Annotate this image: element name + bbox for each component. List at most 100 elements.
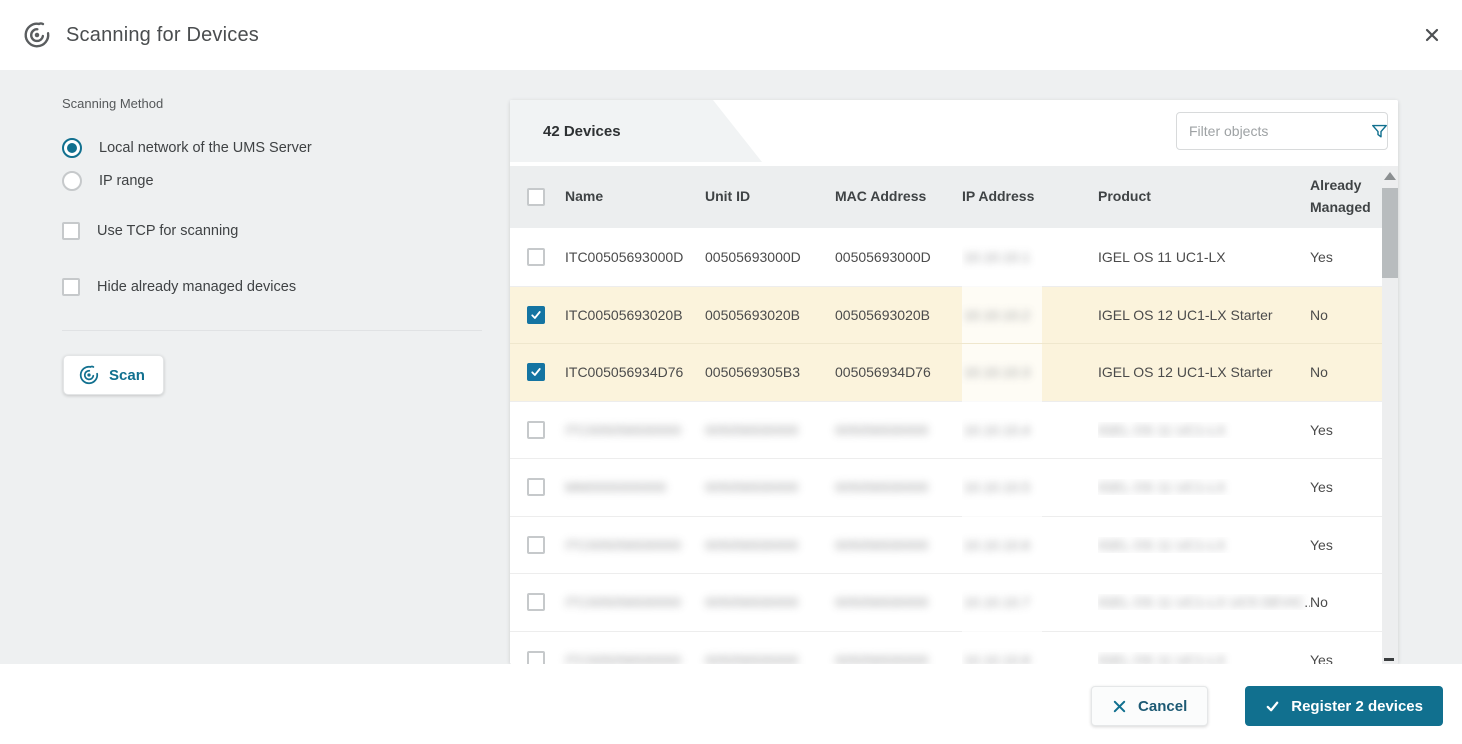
cell-name: ITC005056930000 [565, 651, 681, 664]
scan-icon [78, 364, 100, 386]
cell-unit-id: 0050569305B3 [705, 364, 800, 381]
register-devices-button[interactable]: Register 2 devices [1245, 686, 1443, 726]
row-checkbox[interactable] [527, 363, 545, 382]
checkbox-icon[interactable] [62, 278, 80, 296]
checkbox-icon[interactable] [62, 222, 80, 240]
scan-icon [22, 20, 52, 50]
column-header-mac[interactable]: MAC Address [835, 188, 927, 205]
cell-name: ITC005056930000 [565, 421, 681, 438]
cell-mac-address: 00505693000D [835, 248, 931, 265]
table-toolbar: 42 Devices [510, 100, 1398, 162]
row-checkbox[interactable] [527, 478, 545, 497]
cell-already-managed: No [1310, 306, 1328, 323]
cell-unit-id: 005056930000 [705, 594, 799, 611]
row-checkbox[interactable] [527, 420, 545, 439]
redacted-ip: 10.10.10.3 [962, 343, 1042, 401]
checkbox-hide-managed-label: Hide already managed devices [97, 279, 297, 295]
cell-already-managed: Yes [1310, 248, 1333, 265]
table-row[interactable]: ITC005056930000 005056930000 005056930000 1… [510, 630, 1398, 664]
cell-already-managed: Yes [1310, 536, 1333, 553]
cell-mac-address: 00505693020B [835, 306, 930, 323]
cell-ip-address: 10.10.10.6 [962, 516, 1098, 574]
filter-input[interactable] [1189, 123, 1370, 139]
dialog-footer: Cancel Register 2 devices [0, 664, 1462, 744]
cell-unit-id: 00505693000D [705, 248, 801, 265]
radio-local-network[interactable]: Local network of the UMS Server [62, 138, 312, 158]
table-row[interactable]: ITC00505693020B 00505693020B 00505693020B 1… [510, 285, 1398, 344]
devices-table-card: 42 Devices Name Unit ID MAC Address IP A… [510, 100, 1398, 664]
row-checkbox[interactable] [527, 305, 545, 324]
dialog-body: Scanning Method Local network of the UMS… [0, 70, 1462, 664]
cell-product: IGEL OS 11 UC1-LX [1098, 479, 1226, 496]
column-header-product[interactable]: Product [1098, 188, 1151, 205]
cancel-button-label: Cancel [1138, 697, 1188, 715]
column-header-name[interactable]: Name [565, 188, 604, 205]
redacted-ip: 10.10.10.5 [962, 458, 1042, 516]
cell-product: IGEL OS 12 UC1-LX Starter [1098, 364, 1273, 381]
table-row[interactable]: MM0000000000 005056930000 005056930000 10.1… [510, 458, 1398, 516]
column-header-already-managed[interactable]: Already Managed [1310, 177, 1371, 215]
cell-name: ITC00505693000D [565, 248, 684, 265]
cell-name: ITC005056934D76 [565, 364, 684, 381]
cell-mac-address: 005056930000 [835, 651, 929, 664]
radio-icon[interactable] [62, 138, 82, 158]
cancel-button[interactable]: Cancel [1091, 686, 1209, 726]
column-header-unit-id[interactable]: Unit ID [705, 188, 751, 205]
row-checkbox[interactable] [527, 650, 545, 664]
checkbox-use-tcp[interactable]: Use TCP for scanning [62, 222, 238, 240]
cell-mac-address: 005056930000 [835, 594, 929, 611]
close-icon [1424, 27, 1440, 46]
dialog-title: Scanning for Devices [66, 23, 259, 46]
table-row[interactable]: ITC005056930000 005056930000 005056930000 1… [510, 515, 1398, 574]
redacted-ip: 10.10.10.7 [962, 573, 1042, 631]
table-row[interactable]: ITC005056930000 005056930000 005056930000 1… [510, 400, 1398, 459]
device-rows: ITC00505693000D 00505693000D 00505693000D 1… [510, 228, 1398, 664]
vertical-scrollbar[interactable] [1382, 166, 1398, 664]
row-checkbox[interactable] [527, 247, 545, 266]
scroll-up-arrow-icon[interactable] [1384, 172, 1396, 180]
cell-ip-address: 10.10.10.8 [962, 631, 1098, 664]
cell-name: MM0000000000 [565, 479, 667, 496]
column-header-ip[interactable]: IP Address [962, 188, 1035, 205]
cell-ip-address: 10.10.10.7 [962, 573, 1098, 631]
cell-ip-address: 10.10.10.4 [962, 401, 1098, 459]
cell-ip-address: 10.10.10.3 [962, 343, 1098, 401]
cell-unit-id: 005056930000 [705, 479, 799, 496]
scan-button[interactable]: Scan [63, 355, 164, 395]
cell-product: IGEL OS 11 UC1-LX [1098, 651, 1226, 664]
checkbox-hide-managed[interactable]: Hide already managed devices [62, 278, 296, 296]
cell-name: ITC00505693020B [565, 306, 683, 323]
cell-unit-id: 005056930000 [705, 536, 799, 553]
scroll-down-icon[interactable] [1384, 658, 1394, 661]
cell-unit-id: 005056930000 [705, 421, 799, 438]
register-button-label: Register 2 devices [1291, 697, 1423, 715]
cell-ip-address: 10.10.10.2 [962, 286, 1098, 344]
close-button[interactable] [1418, 22, 1446, 50]
check-icon [1266, 701, 1279, 711]
cell-product: IGEL OS 11 UC1-LX UC5 DEVIC.. [1098, 594, 1310, 611]
cell-product: IGEL OS 11 UC1-LX [1098, 248, 1226, 265]
cell-name: ITC005056930000 [565, 536, 681, 553]
cell-already-managed: Yes [1310, 479, 1333, 496]
cell-unit-id: 005056930000 [705, 651, 799, 664]
devices-count-tab: 42 Devices [510, 100, 762, 162]
row-checkbox[interactable] [527, 593, 545, 612]
redacted-ip: 10.10.10.1 [962, 228, 1042, 286]
cell-ip-address: 10.10.10.1 [962, 228, 1098, 286]
redacted-ip: 10.10.10.6 [962, 516, 1042, 574]
radio-ip-range[interactable]: IP range [62, 171, 154, 191]
checkbox-use-tcp-label: Use TCP for scanning [97, 223, 239, 239]
redacted-ip: 10.10.10.2 [962, 286, 1042, 344]
row-checkbox[interactable] [527, 535, 545, 554]
scrollbar-thumb[interactable] [1382, 188, 1398, 278]
table-row[interactable]: ITC005056934D76 0050569305B3 005056934D76 1… [510, 343, 1398, 401]
select-all-checkbox[interactable] [527, 188, 545, 206]
radio-local-network-label: Local network of the UMS Server [99, 140, 312, 156]
table-row[interactable]: ITC005056930000 005056930000 005056930000 1… [510, 573, 1398, 631]
scan-settings-panel: Scanning Method Local network of the UMS… [62, 96, 482, 426]
cell-already-managed: No [1310, 364, 1328, 381]
table-row[interactable]: ITC00505693000D 00505693000D 00505693000D 1… [510, 228, 1398, 286]
radio-icon[interactable] [62, 171, 82, 191]
filter-funnel-icon[interactable] [1370, 122, 1389, 141]
cell-mac-address: 005056934D76 [835, 364, 931, 381]
